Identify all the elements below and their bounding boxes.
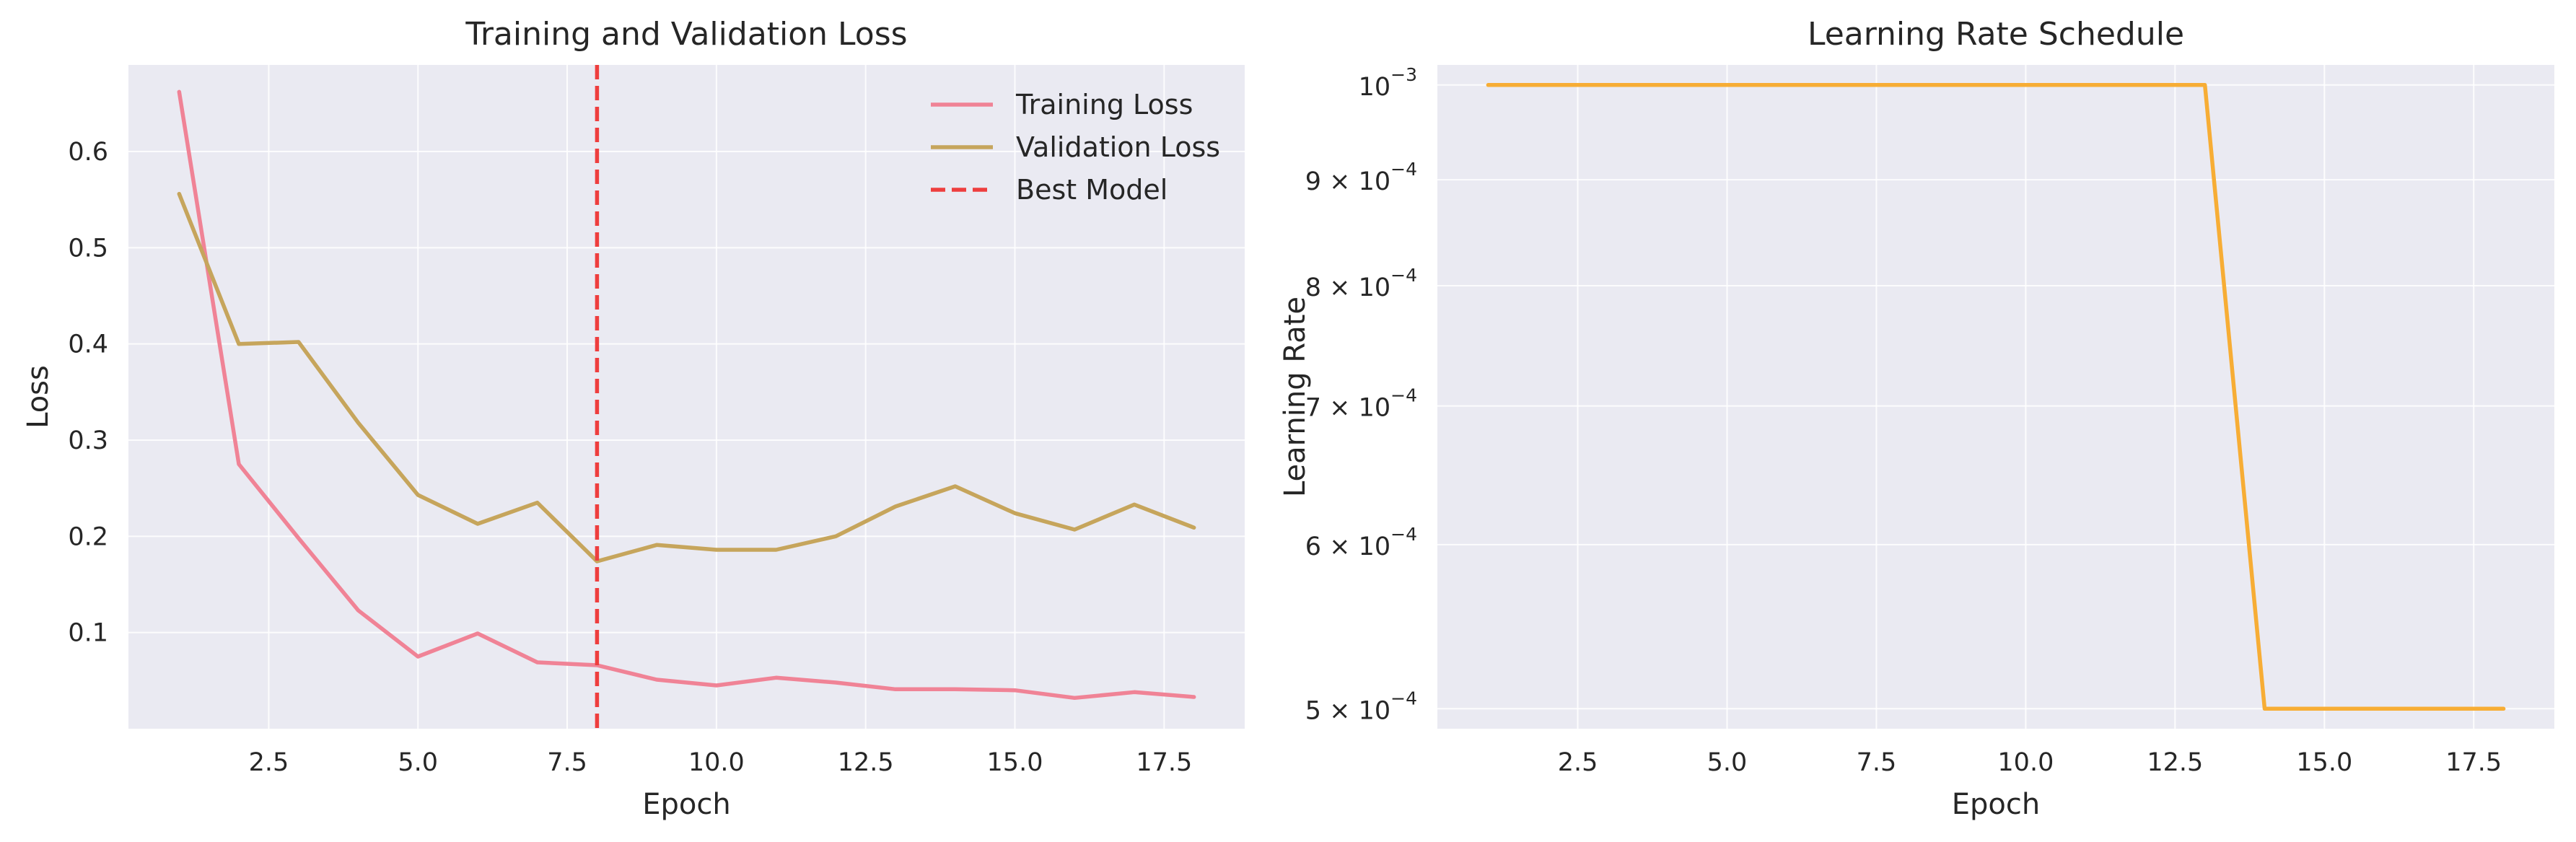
y-tick-exponent: −4	[1390, 524, 1417, 545]
x-tick-label: 15.0	[2296, 748, 2352, 777]
loss-chart-panel: 2.5 5.0 7.5 10.0 12.5 15.0 17.5 0.1 0.2 0.3 0.4 0.5…	[22, 16, 1245, 821]
y-tick-label: 0.3	[68, 426, 108, 455]
y-tick-label: 0.1	[68, 619, 108, 648]
x-tick-label: 7.5	[1857, 748, 1897, 777]
chart-title: Learning Rate Schedule	[1808, 16, 2184, 53]
y-tick-label: 5 × 10−4	[1305, 688, 1417, 725]
y-tick-base: 10	[1359, 73, 1391, 102]
x-tick-label: 5.0	[398, 748, 438, 777]
y-tick-label: 8 × 10−4	[1305, 265, 1417, 302]
series-line-training-loss	[177, 89, 1196, 701]
y-axis-label: Learning Rate	[1279, 297, 1312, 497]
y-tick-label: 10−3	[1359, 64, 1417, 102]
y-tick-label: 0.4	[68, 330, 108, 359]
y-tick-base: 5 × 10	[1305, 696, 1390, 725]
x-tick-label: 12.5	[838, 748, 894, 777]
x-tick-label: 17.5	[1136, 748, 1192, 777]
y-tick-base: 6 × 10	[1305, 532, 1390, 561]
y-tick-label: 0.2	[68, 522, 108, 551]
y-axis-label: Loss	[22, 365, 55, 429]
y-tick-base: 9 × 10	[1305, 167, 1390, 196]
legend-label: Training Loss	[1015, 89, 1193, 120]
x-tick-label: 5.0	[1707, 748, 1748, 777]
y-tick-exponent: −4	[1390, 265, 1417, 286]
x-tick-label: 12.5	[2147, 748, 2203, 777]
x-tick-label: 10.0	[688, 748, 745, 777]
x-tick-label: 7.5	[547, 748, 587, 777]
y-tick-exponent: −4	[1390, 385, 1417, 406]
x-tick-label: 10.0	[1997, 748, 2054, 777]
plot-area	[128, 65, 1245, 729]
plot-area	[1437, 65, 2554, 729]
y-tick-exponent: −4	[1390, 688, 1417, 709]
y-tick-label: 0.6	[68, 138, 108, 167]
series-line-validation-loss	[177, 191, 1196, 563]
x-tick-label: 2.5	[1558, 748, 1598, 777]
x-tick-label: 15.0	[987, 748, 1043, 777]
x-axis-label: Epoch	[1952, 788, 2040, 821]
y-tick-base: 7 × 10	[1305, 394, 1390, 423]
x-tick-label: 17.5	[2445, 748, 2502, 777]
chart-title: Training and Validation Loss	[465, 16, 907, 53]
y-tick-label: 9 × 10−4	[1305, 159, 1417, 196]
legend-label: Best Model	[1016, 174, 1167, 206]
x-tick-label: 2.5	[249, 748, 289, 777]
y-tick-label: 6 × 10−4	[1305, 524, 1417, 561]
y-tick-label: 0.5	[68, 234, 108, 263]
y-tick-base: 8 × 10	[1305, 273, 1390, 302]
x-axis-label: Epoch	[642, 788, 730, 821]
series-line-learning-rate	[1486, 83, 2506, 711]
y-tick-exponent: −3	[1390, 64, 1417, 85]
y-tick-label: 7 × 10−4	[1305, 385, 1417, 423]
y-tick-exponent: −4	[1390, 159, 1417, 180]
legend-label: Validation Loss	[1016, 131, 1220, 163]
legend: Training Loss Validation Loss Best Model	[931, 89, 1220, 206]
learning-rate-chart-panel: 2.5 5.0 7.5 10.0 12.5 15.0 17.510−39 × 10−48 ×…	[1279, 16, 2554, 821]
